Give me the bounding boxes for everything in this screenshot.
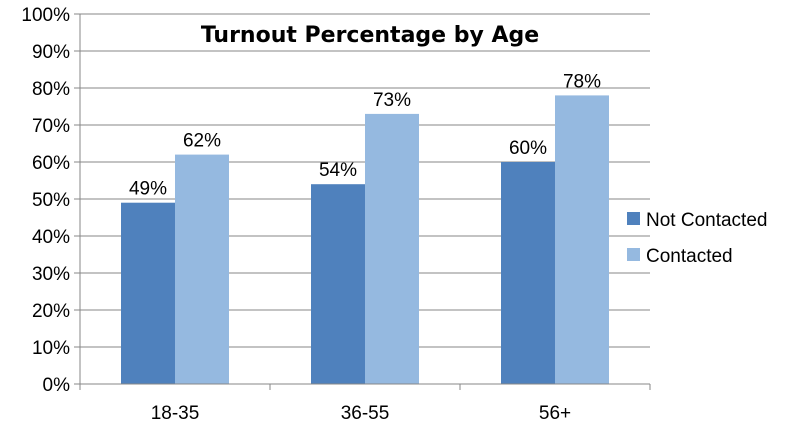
y-tick-label: 0%	[43, 375, 71, 396]
data-label: 73%	[373, 90, 411, 111]
x-tick-label: 36-55	[341, 403, 390, 424]
data-label: 78%	[563, 71, 601, 92]
legend-swatch	[627, 248, 640, 261]
y-tick-label: 20%	[32, 301, 70, 322]
legend-entry: Contacted	[646, 246, 733, 267]
legend-entry: Not Contacted	[646, 210, 767, 231]
data-label: 54%	[319, 160, 357, 181]
bar	[121, 202, 175, 384]
y-tick-label: 30%	[32, 264, 70, 285]
bar	[501, 162, 555, 384]
y-tick-label: 80%	[32, 79, 70, 100]
y-tick-label: 60%	[32, 153, 70, 174]
x-tick-label: 18-35	[151, 403, 200, 424]
y-tick-label: 50%	[32, 190, 70, 211]
chart-title: Turnout Percentage by Age	[201, 23, 539, 48]
bars	[121, 95, 609, 385]
bar	[175, 154, 229, 384]
bar	[555, 95, 609, 385]
x-axis: 18-35 36-55 56+	[79, 383, 651, 424]
y-tick-label: 10%	[32, 338, 70, 359]
y-tick-label: 100%	[21, 5, 70, 26]
y-axis: 0% 10% 20% 30% 40% 50% 60% 70% 80% 90% 100%	[21, 5, 81, 396]
data-label: 49%	[129, 179, 167, 200]
legend: Not Contacted Contacted	[627, 210, 767, 267]
y-tick-label: 70%	[32, 116, 70, 137]
bar	[311, 184, 365, 384]
legend-swatch	[627, 212, 640, 225]
data-label: 62%	[183, 131, 221, 152]
data-label: 60%	[509, 138, 547, 159]
y-tick-label: 40%	[32, 227, 70, 248]
bar	[365, 113, 419, 385]
x-tick-label: 56+	[539, 403, 571, 424]
data-labels: 49% 54% 60% 62% 73% 78%	[129, 71, 601, 199]
y-tick-label: 90%	[32, 42, 70, 63]
